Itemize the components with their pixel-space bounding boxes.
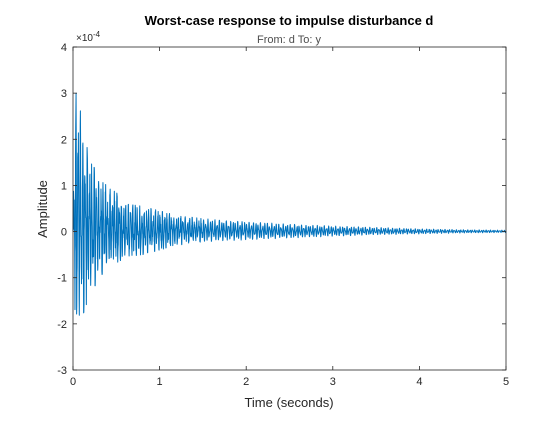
x-tick-label: 2 [243,376,249,388]
axes-box [72,46,507,371]
x-tick-label: 3 [330,376,336,388]
y-tick-label: 4 [61,42,67,54]
y-axis-label: Amplitude [35,180,50,238]
y-tick-label: 2 [61,134,67,146]
x-tick-label: 0 [70,376,76,388]
y-tick-label: 3 [61,88,67,100]
series-line [72,92,507,316]
y-tick-label: -3 [57,365,67,377]
y-tick-label: 0 [61,227,67,239]
x-tick-label: 5 [503,376,509,388]
y-ticks: -3 -2 -1 0 1 2 3 4 [57,42,506,377]
plot-area [73,47,506,370]
y-exponent-label: ×10-4 [76,30,101,44]
x-ticks: 0 1 2 3 4 5 [70,47,509,388]
x-axis-label: Time (seconds) [244,395,333,410]
y-tick-label: -1 [57,273,67,285]
x-tick-label: 4 [416,376,422,388]
series-group [72,92,507,316]
y-tick-label: 1 [61,180,67,192]
axes-border [72,46,507,371]
chart-title: Worst-case response to impulse disturban… [145,13,434,28]
y-exponent-value: -4 [93,30,101,39]
y-tick-label: -2 [57,319,67,331]
x-tick-label: 1 [157,376,163,388]
y-exponent-base: ×10 [76,33,93,44]
chart-subtitle: From: d To: y [257,34,321,46]
